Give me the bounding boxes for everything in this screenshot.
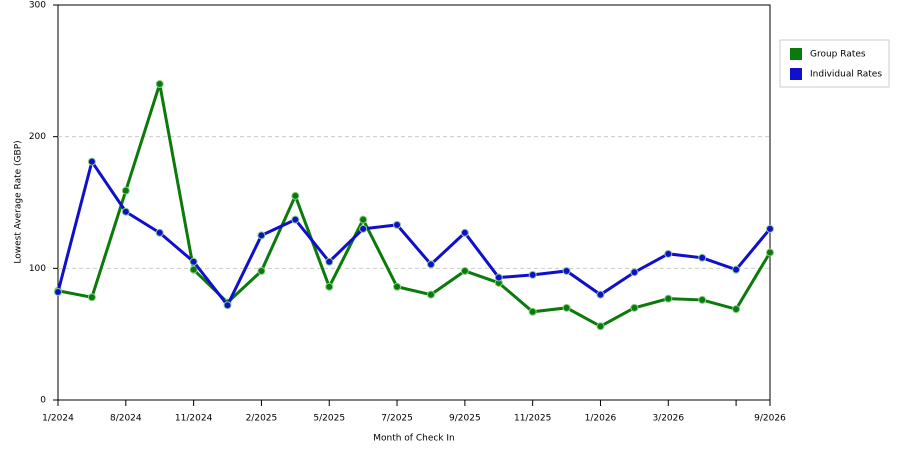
data-point xyxy=(87,157,96,166)
data-point xyxy=(562,303,571,312)
y-axis-label: Lowest Average Rate (GBP) xyxy=(14,140,24,263)
data-point xyxy=(54,288,62,297)
data-point xyxy=(528,270,537,279)
y-tick-label: 100 xyxy=(29,264,46,274)
data-point xyxy=(291,191,300,200)
data-point xyxy=(732,265,741,274)
legend-swatch xyxy=(790,48,802,60)
data-point xyxy=(325,257,334,266)
x-tick-label: 8/2024 xyxy=(110,414,142,424)
data-point xyxy=(257,231,266,240)
data-point xyxy=(664,294,673,303)
data-point xyxy=(460,228,469,237)
x-tick-label: 1/2024 xyxy=(42,414,74,424)
data-point xyxy=(732,305,741,314)
data-point xyxy=(155,80,164,88)
data-point xyxy=(698,253,707,262)
x-tick-label: 3/2026 xyxy=(652,414,684,424)
data-point xyxy=(426,260,435,269)
data-point xyxy=(698,295,707,304)
x-tick-label: 9/2026 xyxy=(754,414,786,424)
data-point xyxy=(664,249,673,258)
legend-label: Group Rates xyxy=(810,50,866,60)
data-point xyxy=(494,273,503,282)
x-tick-label: 11/2025 xyxy=(514,414,551,424)
y-tick-label: 0 xyxy=(40,396,46,406)
data-point xyxy=(189,265,198,274)
data-point xyxy=(393,282,402,291)
data-point xyxy=(189,257,198,266)
data-point xyxy=(393,220,402,229)
series-line xyxy=(56,158,772,309)
data-point xyxy=(426,290,435,299)
x-axis-label: Month of Check In xyxy=(373,434,455,444)
data-point xyxy=(528,307,537,316)
data-point xyxy=(562,266,571,275)
data-point xyxy=(223,301,232,310)
data-point xyxy=(359,224,368,233)
legend-swatch xyxy=(790,68,802,80)
x-tick-label: 5/2025 xyxy=(313,414,345,424)
data-point xyxy=(257,266,266,275)
data-point xyxy=(121,207,130,216)
data-point xyxy=(359,215,368,224)
data-point xyxy=(630,303,639,312)
data-point xyxy=(630,268,639,277)
x-tick-label: 11/2024 xyxy=(175,414,213,424)
y-tick-label: 300 xyxy=(29,1,46,11)
x-tick-label: 2/2025 xyxy=(246,414,278,424)
data-point xyxy=(766,224,774,233)
y-tick-label: 200 xyxy=(29,132,46,142)
legend-label: Individual Rates xyxy=(810,70,882,80)
data-point xyxy=(291,215,300,224)
data-point xyxy=(155,228,164,237)
x-tick-label: 1/2026 xyxy=(585,414,617,424)
data-point xyxy=(596,290,605,299)
data-point xyxy=(325,282,334,291)
data-point xyxy=(766,248,774,257)
data-point xyxy=(121,186,130,195)
x-tick-label: 9/2025 xyxy=(449,414,481,424)
data-point xyxy=(596,322,605,331)
x-tick-label: 7/2025 xyxy=(381,414,413,424)
data-point xyxy=(460,266,469,275)
series-line xyxy=(57,83,772,328)
data-point xyxy=(87,293,96,302)
plot-frame xyxy=(57,4,771,401)
